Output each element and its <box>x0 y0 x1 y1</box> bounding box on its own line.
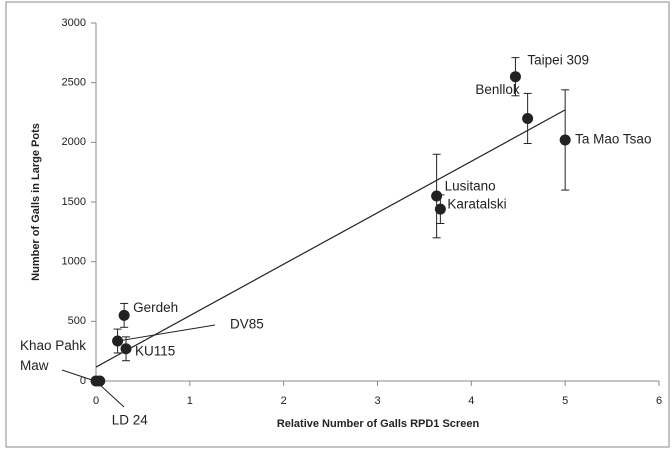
leader-line <box>61 369 96 382</box>
point <box>431 190 443 202</box>
y-tick-label: 1000 <box>62 256 86 268</box>
y-tick-label: 500 <box>68 315 86 327</box>
point-label: Benllok <box>475 82 520 97</box>
x-tick-label: 0 <box>93 395 99 407</box>
point-label: Lusitano <box>445 179 496 194</box>
x-tick-label: 2 <box>281 395 287 407</box>
point-label: DV85 <box>230 317 264 332</box>
point <box>112 335 124 347</box>
point-label: LD 24 <box>112 413 149 428</box>
point <box>522 112 534 124</box>
x-tick-label: 4 <box>468 395 474 407</box>
point-label: Khao Pahk Maw <box>20 338 87 373</box>
x-tick-label: 3 <box>374 395 380 407</box>
point-label: Karatalski <box>447 197 506 212</box>
point <box>120 343 132 355</box>
point-label: KU115 <box>135 343 175 358</box>
point <box>559 134 571 146</box>
point-label: Ta Mao Tsao <box>575 132 651 147</box>
point <box>509 71 521 83</box>
leader-line <box>117 324 216 342</box>
x-tick-label: 1 <box>187 395 193 407</box>
point <box>94 375 106 387</box>
point-label: Gerdeh <box>133 300 178 315</box>
point <box>118 309 130 321</box>
y-tick-label: 0 <box>80 375 86 387</box>
x-tick-label: 5 <box>562 395 568 407</box>
point <box>434 203 446 215</box>
x-axis-title: Relative Number of Galls RPD1 Screen <box>277 418 480 430</box>
y-tick-label: 1500 <box>62 196 86 208</box>
x-tick-label: 6 <box>656 395 662 407</box>
y-tick-label: 3000 <box>62 17 86 29</box>
y-tick-label: 2000 <box>62 136 86 148</box>
y-tick-label: 2500 <box>62 77 86 89</box>
leader-line <box>98 383 125 408</box>
trendline <box>95 109 566 368</box>
y-axis-title: Number of Galls in Large Pots <box>30 123 42 281</box>
point-label: Taipei 309 <box>527 52 589 67</box>
chart-frame <box>5 1 670 448</box>
